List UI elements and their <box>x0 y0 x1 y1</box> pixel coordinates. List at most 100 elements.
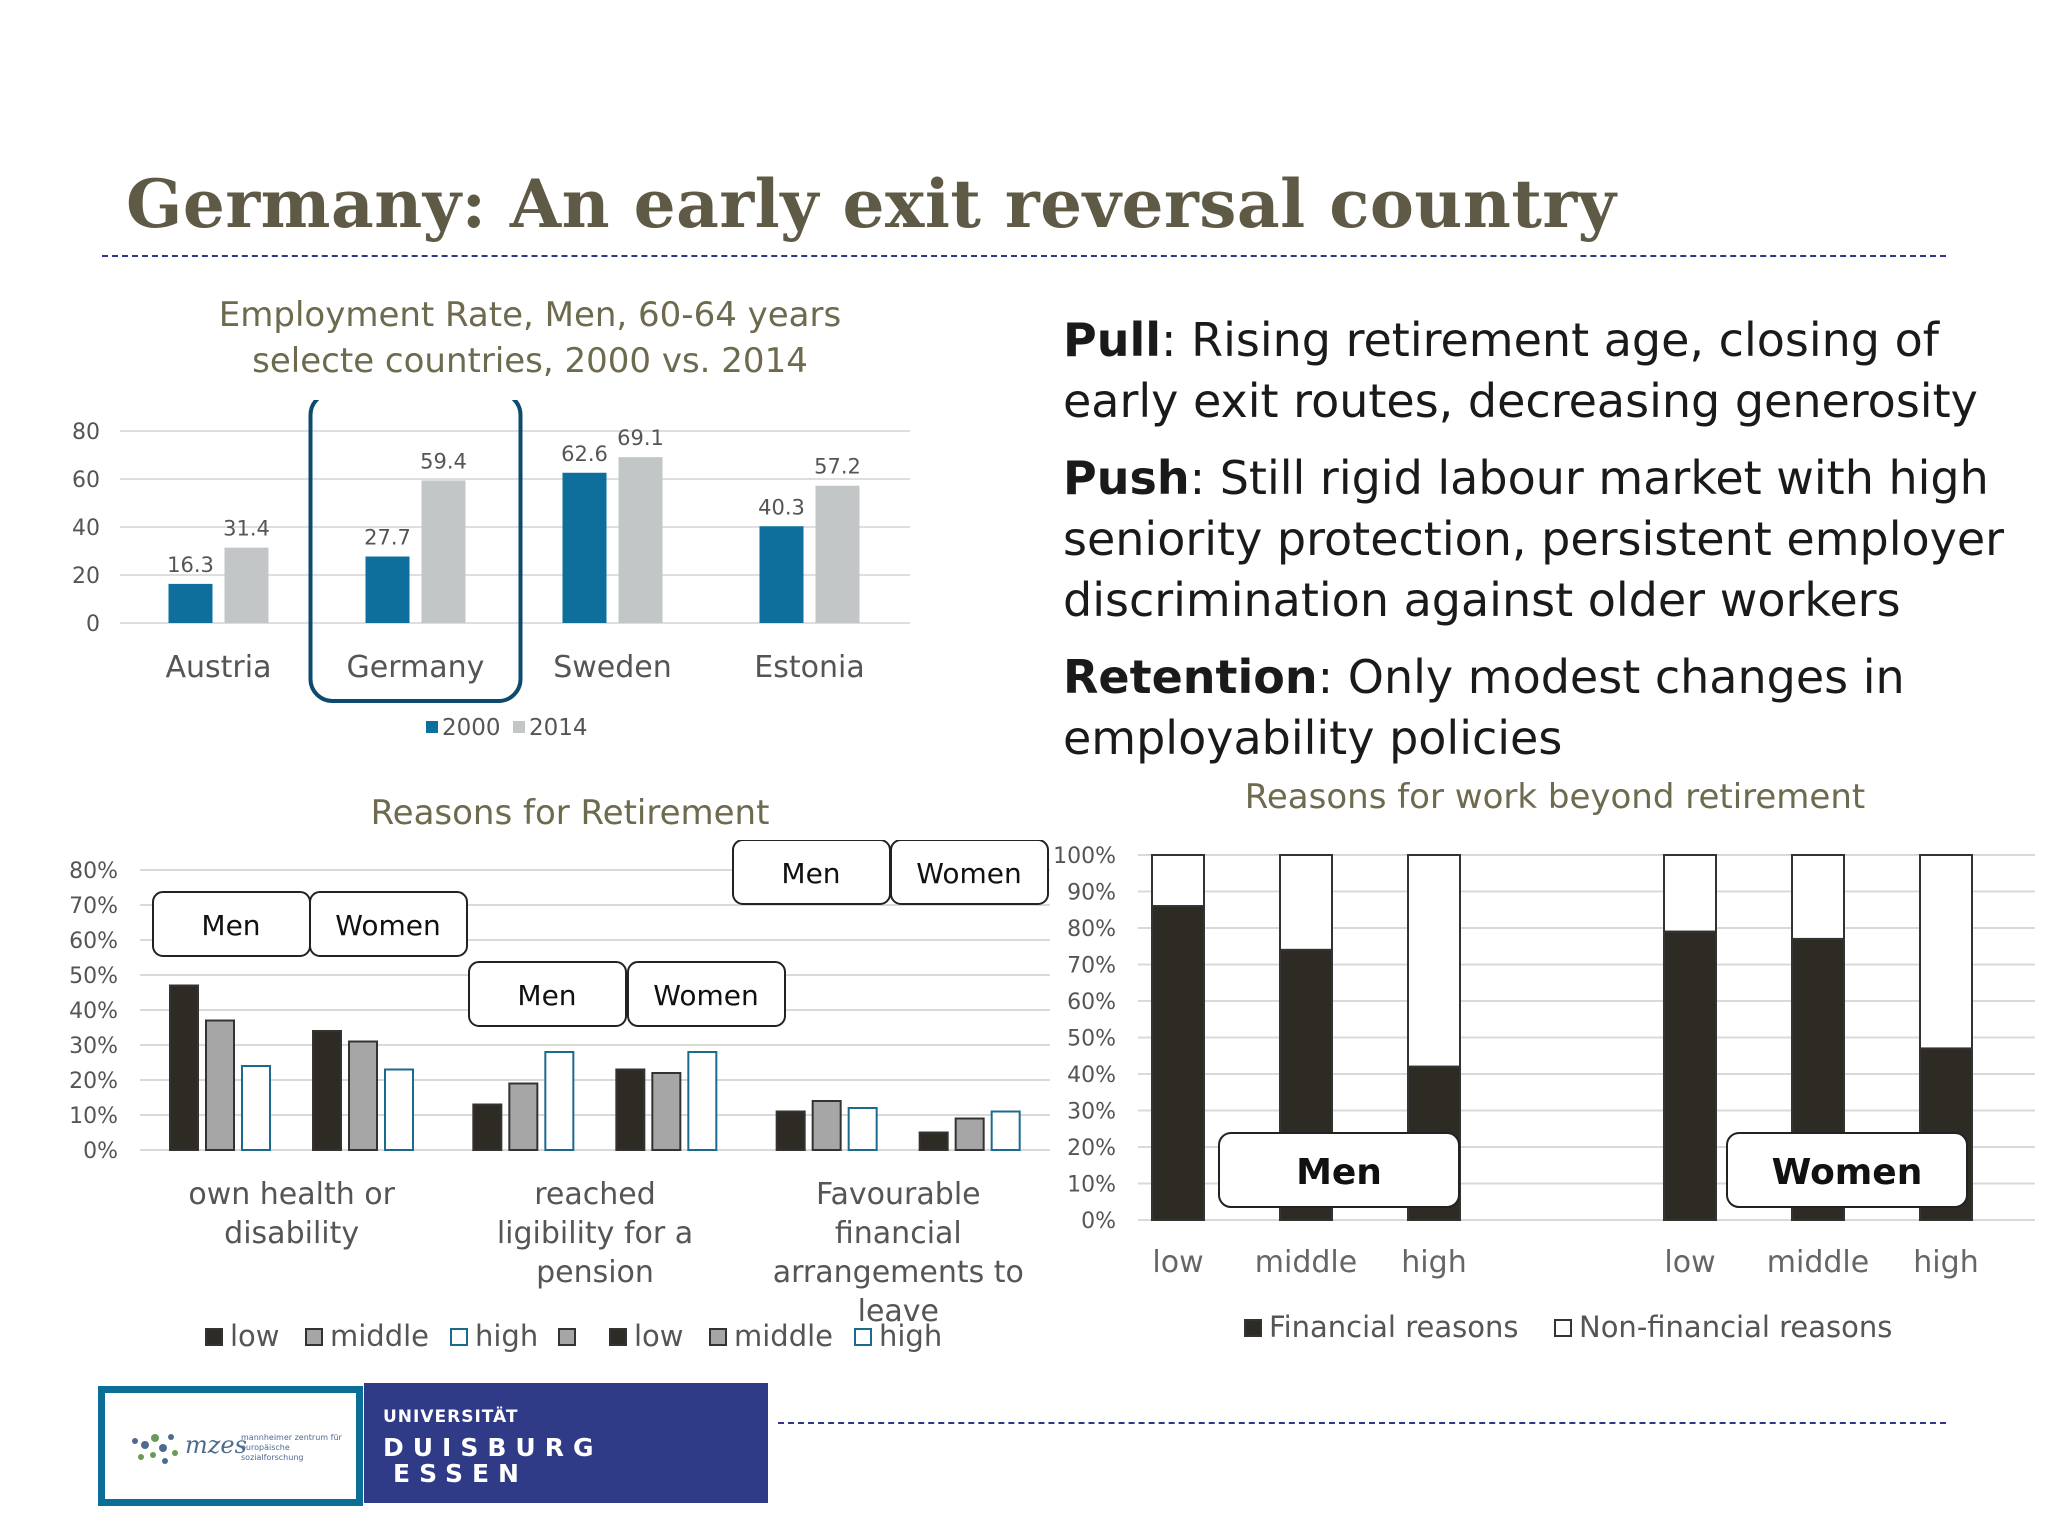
y-tick-label: 80 <box>72 420 100 445</box>
bar-non-financial <box>1151 854 1205 908</box>
y-tick-label: 30% <box>69 1034 118 1059</box>
category-label-3-line-1: Favourable <box>816 1177 981 1212</box>
mzes-logo-subtext: mannheimer zentrum für europäische sozia… <box>241 1433 342 1462</box>
bar-middle <box>348 1040 378 1151</box>
legend-label: low <box>230 1319 280 1353</box>
y-tick-label: 70% <box>1067 954 1116 979</box>
ude-logo-line3: ESSEN <box>393 1459 528 1488</box>
legend-swatch <box>709 1328 727 1346</box>
group-label: Women <box>335 909 440 942</box>
data-label: 40.3 <box>758 495 805 519</box>
group-label: Men <box>781 857 840 890</box>
bar-germany-2014 <box>421 480 466 623</box>
bullet-retention: Retention: Only modest changes in employ… <box>1063 647 2023 769</box>
category-label: Sweden <box>553 650 672 685</box>
highlight-box <box>308 400 523 703</box>
category-label: Estonia <box>754 650 864 685</box>
legend-label: 2000 <box>442 715 501 741</box>
bar-non-financial <box>1279 854 1333 951</box>
legend-swatch <box>305 1328 323 1346</box>
category-label-1-line-1: own health or <box>188 1177 395 1212</box>
legend-swatch <box>450 1328 468 1346</box>
employment-rate-chart: 0 20 40 60 80 16.3 31.4 Austria 27.7 59.4 Germany 6… <box>72 400 910 741</box>
bar-low <box>615 1068 646 1151</box>
legend-swatch <box>1244 1319 1262 1337</box>
bar-non-financial <box>1407 854 1461 1068</box>
bar-low <box>312 1030 342 1151</box>
y-tick-label: 10% <box>69 1104 118 1129</box>
bar-middle <box>205 1019 235 1151</box>
bar-middle <box>811 1100 842 1151</box>
bar-high <box>990 1110 1021 1151</box>
chart1-title-line1: Employment Rate, Men, 60-64 years <box>218 295 842 335</box>
category-label: high <box>1913 1245 1978 1280</box>
category-label-3-line-4: leave <box>858 1294 939 1329</box>
data-label: 27.7 <box>364 526 411 550</box>
bullet-pull-text: : Rising retirement age, closing of earl… <box>1063 313 1978 428</box>
y-tick-label: 20% <box>69 1069 118 1094</box>
group-label: Women <box>653 979 758 1012</box>
bar-sweden-2000 <box>562 472 607 623</box>
category-label-3-line-3: arrangements to <box>773 1255 1024 1290</box>
y-tick-label: 40% <box>1067 1063 1116 1088</box>
category-label-2-line-1: reached <box>534 1177 656 1212</box>
group-label-box <box>627 961 786 1027</box>
bar-austria-2014 <box>224 547 269 623</box>
group-label-box <box>1726 1132 1968 1208</box>
bar-germany-2000 <box>365 556 410 623</box>
y-tick-label: 60% <box>69 929 118 954</box>
legend-label: high <box>879 1319 942 1353</box>
legend-label: middle <box>734 1319 833 1353</box>
category-label: low <box>1152 1245 1203 1280</box>
work-beyond-retirement-chart: 0% 10% 20% 30% 40% 50% 60% 70% 80% 90% 100% low midd… <box>1053 844 2035 1344</box>
bar-high <box>544 1051 575 1151</box>
y-tick-label: 90% <box>1067 881 1116 906</box>
y-tick-label: 0% <box>83 1139 118 1164</box>
category-label-2-line-2: ligibility for a <box>497 1216 693 1251</box>
y-tick-label: 0 <box>86 612 100 637</box>
category-label: middle <box>1767 1245 1869 1280</box>
bar-high <box>384 1068 414 1151</box>
bar-high <box>847 1107 878 1151</box>
bar-low <box>169 984 199 1151</box>
legend-label: low <box>634 1319 684 1353</box>
y-tick-label: 50% <box>1067 1027 1116 1052</box>
data-label: 69.1 <box>617 426 664 450</box>
category-label: low <box>1664 1245 1715 1280</box>
y-tick-label: 40 <box>72 516 100 541</box>
legend-swatch <box>1554 1319 1572 1337</box>
legend-swatch <box>205 1328 223 1346</box>
group-label: Men <box>201 909 260 942</box>
data-label: 59.4 <box>420 449 467 473</box>
data-label: 31.4 <box>223 517 270 541</box>
bullet-retention-label: Retention <box>1063 650 1318 704</box>
chart1-title: Employment Rate, Men, 60-64 years select… <box>160 292 900 384</box>
data-label: 57.2 <box>814 455 861 479</box>
bar-non-financial <box>1791 854 1845 940</box>
bullet-pull: Pull: Rising retirement age, closing of … <box>1063 310 2023 432</box>
bar-non-financial <box>1919 854 1973 1050</box>
bar-high <box>687 1051 718 1151</box>
y-tick-label: 50% <box>69 964 118 989</box>
bar-middle <box>954 1117 985 1151</box>
bar-non-financial <box>1663 854 1717 933</box>
bar-estonia-2000 <box>759 526 804 623</box>
group-label-box <box>1218 1132 1460 1208</box>
bar-high <box>241 1065 271 1151</box>
y-tick-label: 60 <box>72 468 100 493</box>
group-label: Men <box>1296 1152 1382 1193</box>
bar-sweden-2014 <box>618 457 663 623</box>
slide-title: Germany: An early exit reversal country <box>126 165 1617 243</box>
mzes-logo-graphic <box>132 1434 178 1464</box>
data-label: 16.3 <box>167 553 214 577</box>
bullet-push: Push: Still rigid labour market with hig… <box>1063 448 2023 631</box>
mzes-logo-text: mzes <box>185 1431 247 1459</box>
legend-swatch <box>558 1328 576 1346</box>
y-tick-label: 10% <box>1067 1173 1116 1198</box>
bar-low <box>775 1110 806 1151</box>
bullet-list: Pull: Rising retirement age, closing of … <box>1063 310 2023 785</box>
ude-logo: UNIVERSITÄT DUISBURG ESSEN <box>364 1383 768 1503</box>
chart3-title: Reasons for work beyond retirement <box>1244 777 1866 817</box>
bullet-push-label: Push <box>1063 451 1190 505</box>
bar-financial <box>1663 930 1717 1222</box>
